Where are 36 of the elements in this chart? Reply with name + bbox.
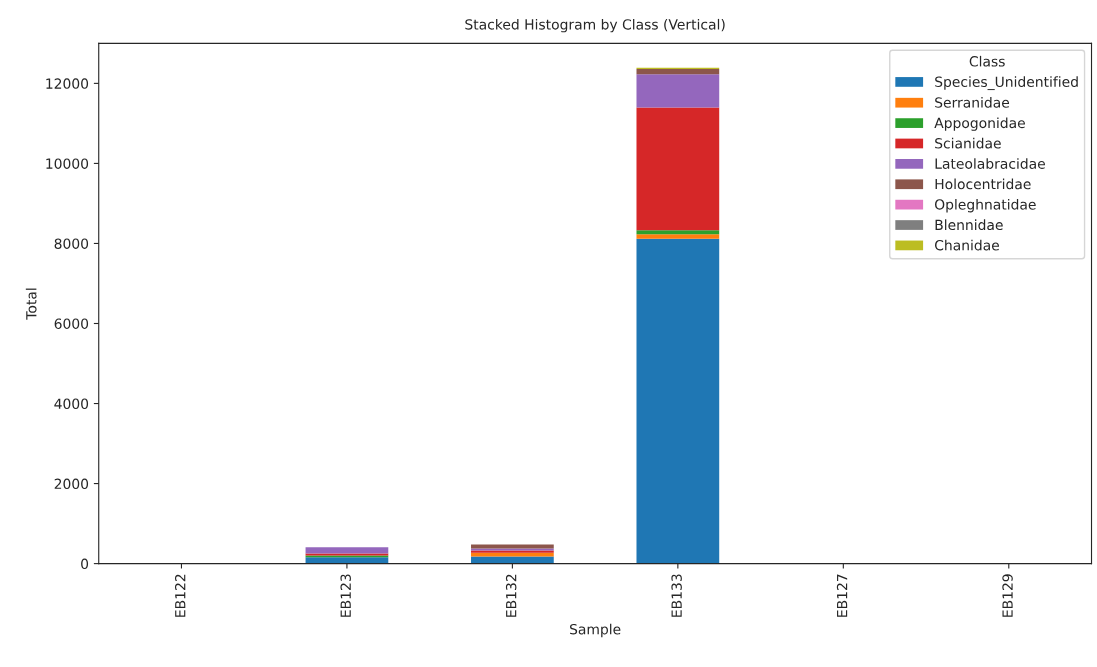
y-axis-title: Total xyxy=(25,288,37,320)
legend-label: Blennidae xyxy=(935,219,1003,231)
x-tick-label: EB132 xyxy=(505,574,517,617)
chart-title: Stacked Histogram by Class (Vertical) xyxy=(465,18,725,33)
legend-label: Serranidae xyxy=(935,97,1010,108)
bar xyxy=(471,556,554,564)
y-tick-label: 6000 xyxy=(54,318,89,329)
bar xyxy=(636,238,720,564)
y-tick-label: 0 xyxy=(81,558,89,570)
legend-label: Appogonidae xyxy=(934,117,1025,131)
y-tick-label: 12000 xyxy=(46,78,89,89)
x-tick-label: EB127 xyxy=(836,574,848,617)
legend-label: Holocentridae xyxy=(935,178,1031,190)
y-tick-label: 4000 xyxy=(54,398,89,410)
y-tick-label: 10000 xyxy=(46,158,89,169)
bar xyxy=(636,230,720,235)
legend-label: Chanidae xyxy=(934,239,1000,251)
legend-title: Class xyxy=(969,55,1005,67)
x-tick-label: EB123 xyxy=(340,574,351,617)
bar xyxy=(471,544,554,549)
legend-label: Opleghnatidae xyxy=(934,198,1036,213)
bar xyxy=(636,107,720,231)
bar xyxy=(305,557,389,564)
legend-label: Species_Unidentified xyxy=(935,76,1078,91)
y-tick-label: 8000 xyxy=(54,238,89,249)
y-tick-label: 2000 xyxy=(54,478,89,490)
legend-label: Lateolabracidae xyxy=(935,158,1045,169)
x-axis-title: Sample xyxy=(570,623,621,638)
x-tick-label: EB129 xyxy=(1002,574,1013,617)
x-tick-label: EB133 xyxy=(671,574,682,617)
bar xyxy=(636,74,720,108)
bar xyxy=(636,68,720,75)
bar xyxy=(305,547,389,554)
legend-label: Scianidae xyxy=(935,137,1001,149)
x-tick-label: EB122 xyxy=(174,574,186,617)
bar xyxy=(636,234,720,239)
